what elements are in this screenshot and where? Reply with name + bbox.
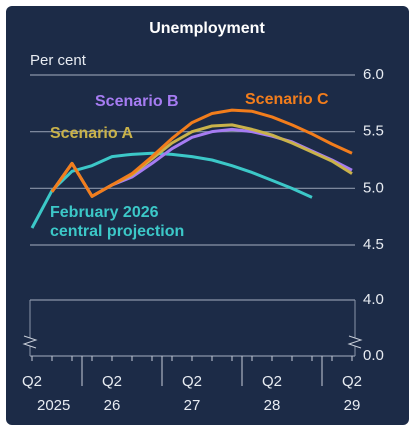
series-label: Scenario C [245, 91, 329, 108]
x-year-label: 2025 [37, 397, 70, 414]
x-tick-label: Q2 [102, 373, 122, 390]
series-line [30, 151, 313, 229]
y-tick-label: 5.5 [363, 123, 384, 140]
y-tick-label: 4.5 [363, 236, 384, 253]
x-year-label: 26 [104, 397, 121, 414]
x-tick-label: Q2 [262, 373, 282, 390]
x-year-label: 27 [184, 397, 201, 414]
series-label: Scenario A [50, 125, 133, 142]
series-label: Scenario B [95, 93, 179, 110]
x-tick-label: Q2 [342, 373, 362, 390]
x-tick-label: Q2 [22, 373, 42, 390]
series-label: February 2026 central projection [50, 204, 185, 240]
x-tick-label: Q2 [182, 373, 202, 390]
y-axis-label: Per cent [30, 52, 87, 69]
chart-title: Unemployment [149, 20, 265, 37]
series-line [50, 108, 353, 198]
y-tick-label: 5.0 [363, 179, 384, 196]
y-tick-label: 6.0 [363, 66, 384, 83]
x-year-label: 28 [264, 397, 281, 414]
axis-break [22, 335, 38, 349]
x-year-label: 29 [344, 397, 361, 414]
y-tick-label: 0.0 [363, 347, 384, 364]
panel [6, 6, 409, 425]
y-tick-label: 4.0 [363, 291, 384, 308]
axis-break [347, 335, 363, 349]
